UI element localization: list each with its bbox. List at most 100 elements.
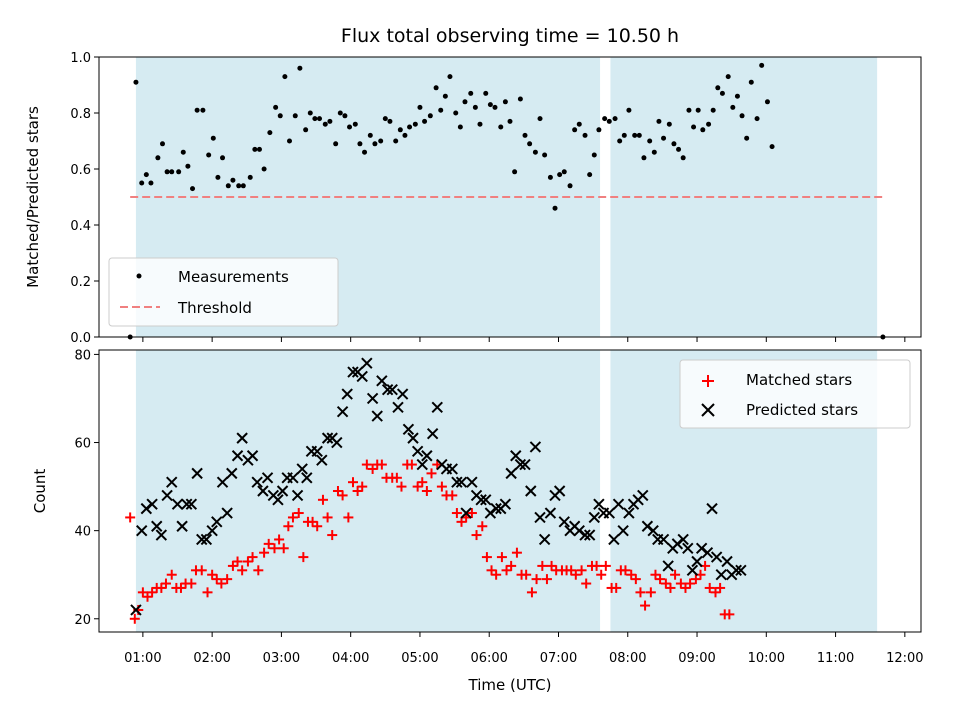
matched-point: [298, 552, 309, 563]
matched-point: [287, 512, 298, 523]
x-tick-label: 05:00: [401, 651, 438, 666]
measurement-point: [367, 132, 373, 138]
measurement-point: [537, 116, 543, 122]
predicted-point: [426, 428, 439, 440]
legend-matched: Matched stars: [746, 371, 852, 389]
x-tick-label: 12:00: [886, 651, 923, 666]
measurement-point: [582, 132, 588, 138]
measurement-point: [200, 107, 206, 113]
y-tick-label: 60: [74, 437, 91, 452]
matched-point: [160, 578, 171, 589]
matched-point: [456, 516, 467, 527]
predicted-point: [407, 432, 419, 444]
predicted-point: [617, 524, 629, 537]
matched-point: [650, 569, 661, 580]
measurement-point: [176, 169, 182, 175]
predicted-point: [715, 569, 727, 581]
predicted-point: [366, 392, 379, 405]
measurement-point: [277, 113, 283, 119]
matched-point: [704, 582, 715, 593]
predicted-point: [416, 458, 428, 471]
y-tick-label: 40: [74, 525, 91, 540]
matched-point: [175, 582, 186, 593]
measurement-point: [567, 183, 573, 189]
measurement-point: [764, 99, 770, 105]
measurement-point: [715, 85, 721, 91]
matched-point: [312, 521, 323, 532]
measurement-point: [686, 107, 692, 113]
measurement-point: [148, 180, 154, 186]
measurement-point: [220, 155, 226, 161]
measurement-point: [552, 205, 558, 211]
observing-span: [135, 350, 601, 632]
top-plot-frame: [98, 56, 922, 338]
legend-threshold: Threshold: [177, 299, 252, 317]
matched-point: [426, 468, 437, 479]
predicted-point: [200, 533, 213, 546]
predicted-point: [525, 485, 537, 497]
measurement-point: [632, 132, 638, 138]
measurement-point: [587, 172, 593, 178]
matched-point: [274, 534, 285, 545]
predicted-point: [686, 564, 699, 577]
predicted-point: [677, 533, 689, 546]
predicted-point: [446, 463, 458, 475]
matched-point: [332, 486, 343, 496]
measurement-point: [215, 174, 221, 180]
predicted-point: [161, 489, 173, 502]
predicted-point: [475, 494, 487, 506]
y-tick-label: 0.8: [70, 107, 91, 122]
measurement-point: [407, 124, 413, 130]
matched-point: [125, 512, 136, 523]
matched-point: [710, 587, 721, 598]
chart-title: Flux total observing time = 10.50 h: [341, 25, 679, 47]
predicted-point: [588, 511, 600, 524]
measurement-point: [133, 79, 139, 85]
measurement-point: [247, 174, 253, 180]
matched-point: [626, 569, 637, 580]
matched-point: [129, 613, 140, 624]
measurement-point: [347, 124, 353, 130]
predicted-point: [431, 401, 443, 413]
measurement-point: [472, 104, 478, 110]
measurement-point: [261, 166, 267, 172]
predicted-point: [236, 432, 248, 444]
measurement-point: [382, 116, 388, 122]
measurement-point: [527, 141, 533, 147]
matched-point: [412, 481, 423, 492]
measurement-point: [734, 93, 740, 99]
matched-point: [715, 582, 726, 593]
measurement-point: [427, 113, 433, 119]
measurement-point: [453, 110, 459, 116]
measurement-point: [612, 116, 618, 122]
measurement-point: [661, 135, 667, 141]
predicted-point: [514, 458, 527, 471]
predicted-point: [185, 498, 198, 510]
predicted-point: [637, 489, 649, 502]
y-tick-label: 80: [74, 348, 91, 363]
matched-point: [367, 463, 378, 474]
measurement-point: [297, 65, 303, 71]
matched-point: [166, 569, 177, 580]
measurement-point: [691, 124, 697, 130]
predicted-point: [558, 516, 570, 528]
x-tick-label: 07:00: [540, 651, 577, 666]
measurement-point: [155, 155, 161, 161]
predicted-point: [181, 498, 193, 510]
measurement-point: [342, 113, 348, 119]
y-tick-label: 20: [74, 613, 91, 628]
matched-point: [263, 538, 274, 549]
measurement-point: [477, 121, 483, 127]
matched-point: [357, 481, 368, 492]
predicted-point: [396, 388, 409, 400]
measurement-point: [267, 130, 273, 136]
predicted-point: [381, 383, 394, 396]
matched-point: [361, 459, 372, 470]
predicted-point: [505, 467, 517, 480]
predicted-point: [171, 498, 184, 510]
predicted-point: [593, 498, 605, 510]
predicted-point: [216, 476, 229, 488]
matched-point: [640, 600, 651, 611]
matched-point: [396, 481, 407, 492]
measurement-point: [759, 62, 765, 68]
